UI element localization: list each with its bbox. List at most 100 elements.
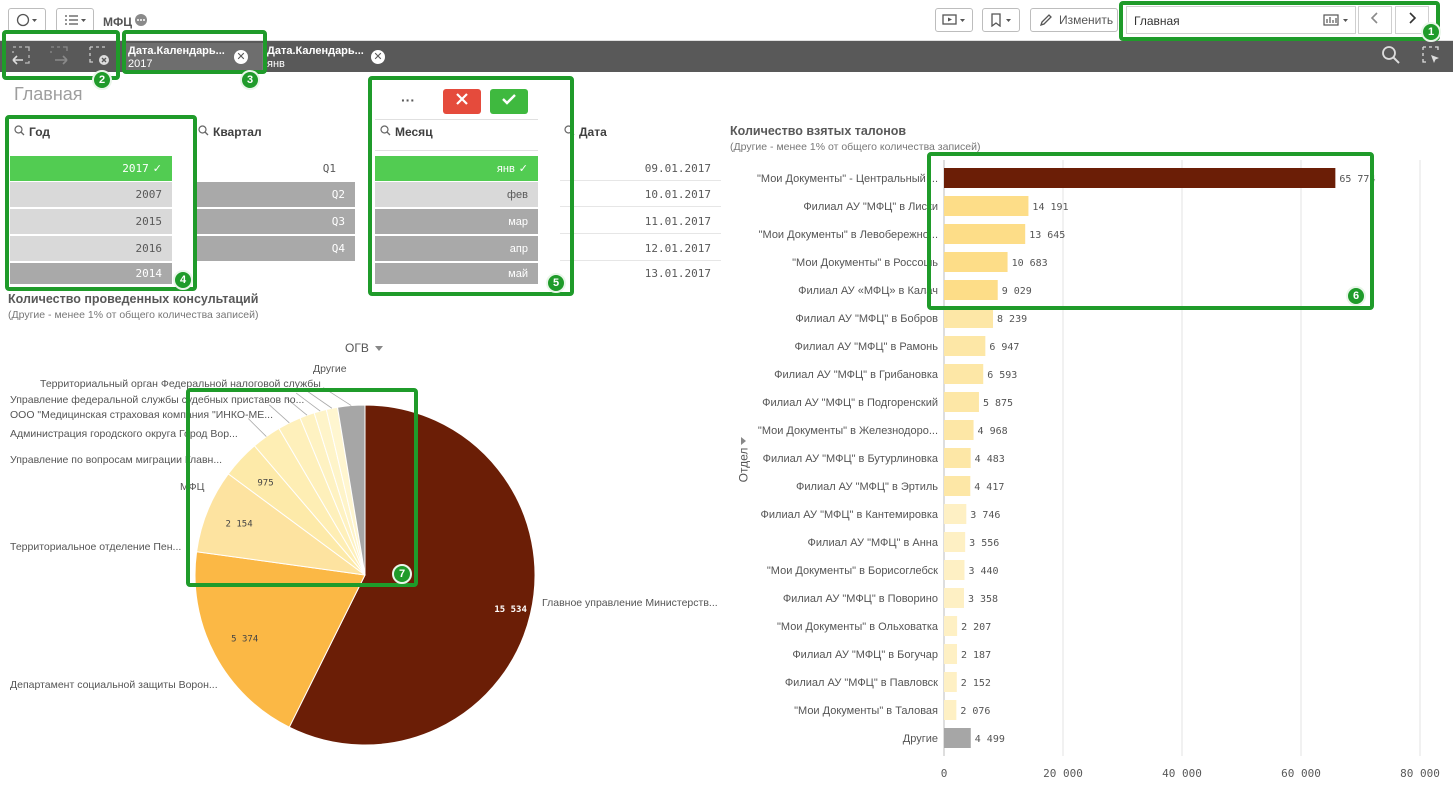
pie-slice[interactable] bbox=[336, 404, 366, 576]
date-filter-header[interactable]: Дата bbox=[564, 125, 607, 139]
month-filter-header[interactable]: Месяц bbox=[380, 125, 433, 139]
bar-dimension-selector[interactable]: Отдел bbox=[736, 432, 754, 488]
caret-right-icon bbox=[741, 432, 747, 450]
navigation-menu-button[interactable] bbox=[8, 8, 46, 32]
bar-category-label: "Мои Документы" в Россошь bbox=[792, 257, 938, 269]
bar[interactable] bbox=[944, 196, 1029, 216]
bar-category-label: Другие bbox=[903, 733, 938, 745]
selection-value-label: 2017 bbox=[128, 58, 153, 70]
bar[interactable] bbox=[944, 588, 964, 608]
list-item[interactable]: Q4 bbox=[196, 236, 355, 261]
clear-all-selections-button[interactable] bbox=[84, 44, 114, 70]
more-options-button[interactable]: ··· bbox=[401, 92, 415, 108]
bar[interactable] bbox=[944, 672, 957, 692]
bar[interactable] bbox=[944, 364, 984, 384]
selection-value-label: янв bbox=[267, 58, 285, 70]
bar[interactable] bbox=[944, 560, 965, 580]
pie-slice-label: Территориальное отделение Пен... bbox=[10, 541, 181, 553]
bar[interactable] bbox=[944, 252, 1008, 272]
list-item[interactable]: фев bbox=[375, 182, 538, 207]
list-item[interactable]: 2014 bbox=[10, 263, 172, 284]
list-icon bbox=[63, 13, 87, 27]
bar[interactable] bbox=[944, 616, 958, 636]
bar[interactable] bbox=[944, 476, 971, 496]
list-item-label: фев bbox=[506, 188, 528, 201]
edit-button[interactable]: Изменить bbox=[1030, 8, 1118, 32]
list-item-label: 2015 bbox=[135, 215, 163, 228]
bar-chart[interactable]: 0 20 000 40 000 60 000 80 000 "Мои Документы"… bbox=[740, 160, 1440, 790]
chevron-left-icon bbox=[1369, 11, 1381, 30]
list-item-label: 2016 bbox=[135, 242, 163, 255]
pie-slice-value: 2 154 bbox=[226, 520, 253, 530]
list-item[interactable]: янв ✓ bbox=[375, 156, 538, 181]
bar-category-label: "Мои Документы" в Таловая bbox=[794, 705, 938, 717]
list-item[interactable]: май bbox=[375, 263, 538, 284]
annotation-badge-6: 6 bbox=[1346, 286, 1366, 306]
bar[interactable] bbox=[944, 392, 979, 412]
pie-slice[interactable] bbox=[288, 404, 536, 746]
bookmarks-button[interactable] bbox=[982, 8, 1020, 32]
cancel-selection-button[interactable] bbox=[443, 89, 481, 114]
quarter-filter-header[interactable]: Квартал bbox=[198, 125, 262, 139]
list-item[interactable]: 09.01.2017 bbox=[560, 156, 721, 181]
bar[interactable] bbox=[944, 700, 957, 720]
bar[interactable] bbox=[944, 644, 958, 664]
bar[interactable] bbox=[944, 308, 994, 328]
list-item[interactable]: Q1 bbox=[196, 156, 346, 181]
global-menu-button[interactable] bbox=[56, 8, 94, 32]
list-item[interactable]: 13.01.2017 bbox=[560, 263, 721, 284]
step-forward-button[interactable] bbox=[44, 44, 74, 70]
selection-chip-year[interactable]: Дата.Календарь... 2017 ✕ bbox=[124, 43, 262, 71]
year-filter-header[interactable]: Год bbox=[14, 125, 50, 139]
step-back-button[interactable] bbox=[6, 44, 36, 70]
remove-selection-icon[interactable]: ✕ bbox=[371, 50, 385, 64]
list-item[interactable]: 2007 bbox=[10, 182, 172, 207]
bar-value-label: 3 746 bbox=[970, 510, 1000, 521]
bar[interactable] bbox=[944, 728, 971, 748]
bar[interactable] bbox=[944, 420, 974, 440]
next-sheet-button[interactable] bbox=[1395, 6, 1429, 34]
bar[interactable] bbox=[944, 336, 986, 356]
pie-slice[interactable] bbox=[194, 551, 366, 728]
bar-value-label: 2 187 bbox=[961, 650, 991, 661]
list-item-label: 2014 bbox=[135, 267, 163, 280]
pie-slice-label: Департамент социальной защиты Ворон... bbox=[10, 679, 218, 691]
list-item[interactable]: Q2 bbox=[196, 182, 355, 207]
list-item-label: 13.01.2017 bbox=[644, 267, 711, 280]
list-item[interactable]: 2015 bbox=[10, 209, 172, 234]
pie-dimension-selector[interactable]: ОГВ bbox=[345, 341, 383, 355]
search-selections-button[interactable] bbox=[1376, 44, 1406, 70]
annotation-badge-1: 1 bbox=[1421, 22, 1441, 42]
pie-chart[interactable]: 15 534 Главное управление Министерств... 5… bbox=[0, 330, 730, 770]
bar[interactable] bbox=[944, 280, 998, 300]
bar[interactable] bbox=[944, 532, 966, 552]
list-item[interactable]: 12.01.2017 bbox=[560, 236, 721, 261]
list-item[interactable]: мар bbox=[375, 209, 538, 234]
bar[interactable] bbox=[944, 448, 971, 468]
pie-leader-line bbox=[248, 418, 267, 437]
bar-value-label: 10 683 bbox=[1012, 258, 1048, 269]
previous-sheet-button[interactable] bbox=[1358, 6, 1392, 34]
bar-category-label: Филиал АУ "МФЦ" в Рамонь bbox=[795, 341, 939, 353]
confirm-selection-button[interactable] bbox=[490, 89, 528, 114]
bar[interactable] bbox=[944, 168, 1336, 188]
annotation-badge-5: 5 bbox=[546, 273, 566, 293]
list-item[interactable]: Q3 bbox=[196, 209, 355, 234]
presentation-button[interactable] bbox=[935, 8, 973, 32]
list-item[interactable]: апр bbox=[375, 236, 538, 261]
selections-tool-button[interactable] bbox=[1416, 44, 1446, 70]
list-item[interactable]: 2017 ✓ bbox=[10, 156, 172, 181]
list-item[interactable]: 2016 bbox=[10, 236, 172, 261]
bar-value-label: 4 968 bbox=[978, 426, 1008, 437]
bar[interactable] bbox=[944, 504, 967, 524]
remove-selection-icon[interactable]: ✕ bbox=[234, 50, 248, 64]
sheet-selector[interactable]: Главная bbox=[1126, 6, 1356, 34]
list-item[interactable]: 10.01.2017 bbox=[560, 182, 721, 207]
list-item[interactable]: 11.01.2017 bbox=[560, 209, 721, 234]
year-filter-title: Год bbox=[29, 125, 50, 139]
app-title[interactable]: МФЦ bbox=[103, 13, 148, 30]
bar[interactable] bbox=[944, 224, 1026, 244]
selection-chip-month[interactable]: Дата.Календарь... янв ✕ bbox=[262, 43, 392, 71]
more-icon[interactable] bbox=[134, 13, 148, 30]
bar-value-label: 3 556 bbox=[969, 538, 999, 549]
